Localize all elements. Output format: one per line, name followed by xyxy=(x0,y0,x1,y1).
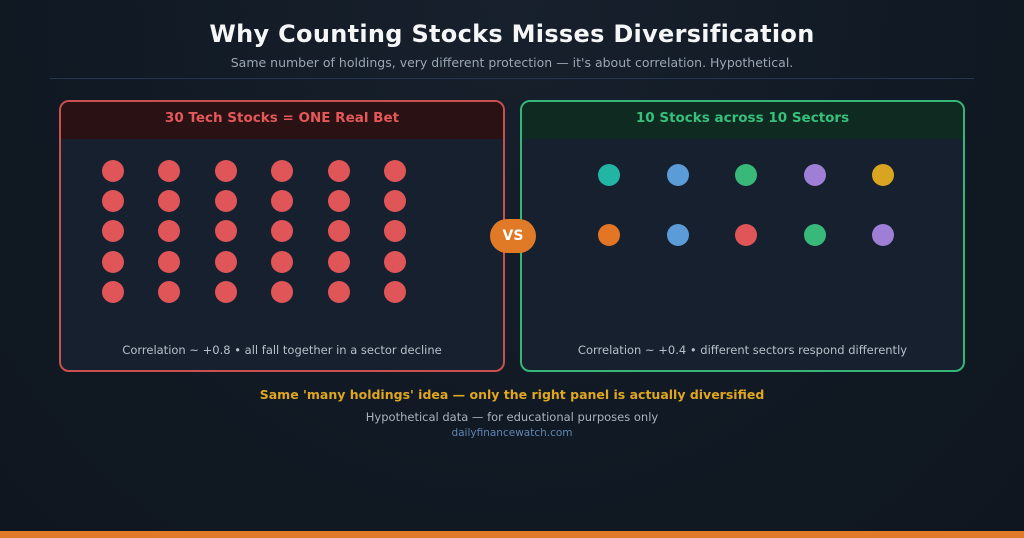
tech-stock-dot xyxy=(102,250,124,273)
tech-stock-dot xyxy=(158,160,181,182)
tech-stock-dot xyxy=(214,280,237,303)
tech-stock-dot xyxy=(214,160,237,182)
tech-stock-dot xyxy=(158,190,181,213)
tech-stock-dot xyxy=(158,280,181,303)
takeaway-text: Same 'many holdings' idea — only the rig… xyxy=(259,387,765,402)
header-divider xyxy=(50,78,974,79)
tech-stock-dot xyxy=(214,250,237,273)
tech-stock-dot xyxy=(384,190,406,213)
source-link[interactable]: dailyfinancewatch.com xyxy=(451,427,573,439)
tech-stock-dot xyxy=(271,220,294,243)
page-title: Why Counting Stocks Misses Diversificati… xyxy=(209,20,815,48)
sector-stock-dot xyxy=(872,164,894,186)
tech-stock-dot xyxy=(327,220,350,243)
sector-stocks-panel-header: 10 Stocks across 10 Sectors xyxy=(522,102,963,139)
sector-stock-dot xyxy=(598,164,620,186)
tech-stock-dot xyxy=(102,220,124,243)
vs-badge: VS xyxy=(490,219,536,253)
sector-stock-dot xyxy=(735,164,757,186)
sector-stock-dot xyxy=(735,224,757,246)
sector-stock-dot xyxy=(666,224,689,246)
tech-stock-dot xyxy=(214,190,237,213)
tech-stock-dot xyxy=(271,280,294,303)
tech-stock-dot xyxy=(214,220,237,243)
tech-stock-dot xyxy=(384,220,406,243)
sector-stock-dot xyxy=(803,164,826,186)
tech-stock-dot xyxy=(271,190,294,213)
sector-stocks-panel: 10 Stocks across 10 Sectors Correlation … xyxy=(520,100,965,372)
sector-stock-dot xyxy=(872,224,894,246)
tech-stock-dot xyxy=(271,160,294,182)
tech-stock-dot xyxy=(158,250,181,273)
disclaimer-text: Hypothetical data — for educational purp… xyxy=(365,410,659,424)
tech-stock-dot xyxy=(327,280,350,303)
tech-stock-dot xyxy=(102,160,124,182)
sector-stock-dot xyxy=(803,224,826,246)
tech-stocks-panel-header: 30 Tech Stocks = ONE Real Bet xyxy=(61,102,503,139)
bottom-accent-bar xyxy=(0,531,1024,538)
tech-stock-dot xyxy=(102,280,124,303)
tech-stock-dot xyxy=(327,190,350,213)
sector-stock-dot xyxy=(598,224,620,246)
tech-stock-dot xyxy=(271,250,294,273)
tech-stock-dot xyxy=(327,160,350,182)
tech-stock-dot xyxy=(384,280,406,303)
page-subtitle: Same number of holdings, very different … xyxy=(230,55,794,70)
tech-stocks-caption: Correlation ~ +0.8 • all fall together i… xyxy=(122,343,442,357)
tech-stocks-panel: 30 Tech Stocks = ONE Real Bet Correlatio… xyxy=(59,100,505,372)
tech-stock-dot xyxy=(384,250,406,273)
tech-stock-dot xyxy=(384,160,406,182)
tech-stock-dot xyxy=(327,250,350,273)
sector-stocks-caption: Correlation ~ +0.4 • different sectors r… xyxy=(577,343,908,357)
tech-stock-dot xyxy=(158,220,181,243)
tech-stock-dot xyxy=(102,190,124,213)
sector-stock-dot xyxy=(666,164,689,186)
